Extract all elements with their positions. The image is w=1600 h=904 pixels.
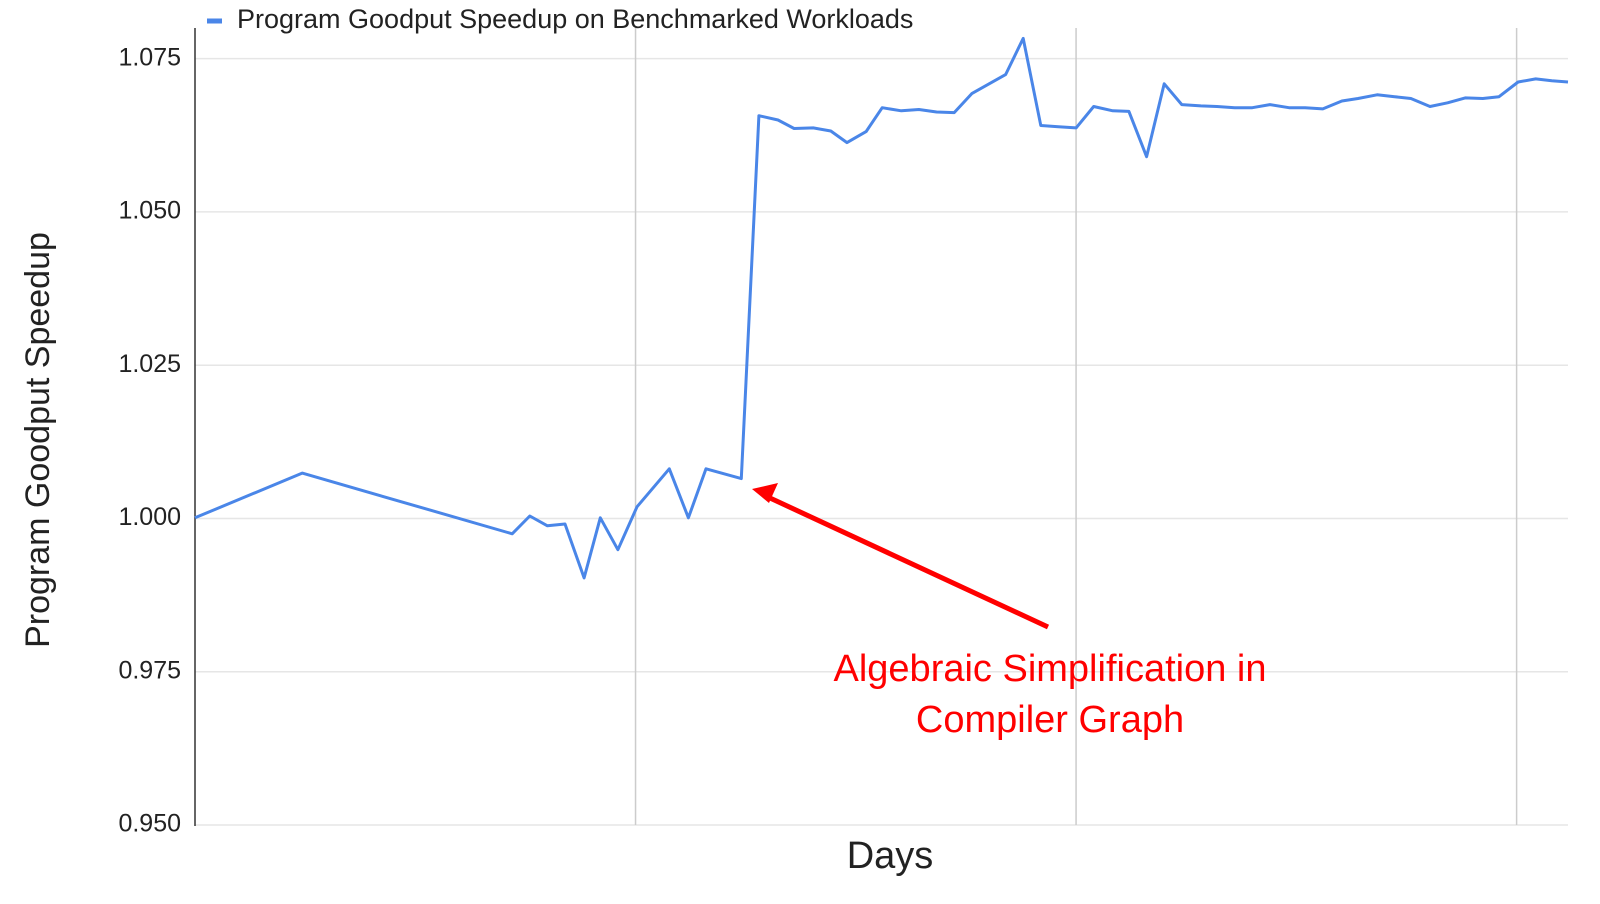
- y-tick-label: 1.025: [118, 350, 181, 378]
- x-axis-title: Days: [847, 835, 934, 877]
- y-tick-label: 1.050: [118, 197, 181, 225]
- data-line: [194, 36, 1569, 580]
- y-axis-title: Program Goodput Speedup: [19, 232, 57, 648]
- y-tick-label: 0.950: [118, 810, 181, 838]
- y-tick-label: 1.000: [118, 503, 181, 531]
- annotation-text: Algebraic Simplification in: [834, 648, 1267, 690]
- y-tick-label: 1.075: [118, 43, 181, 71]
- annotation-arrow: [768, 495, 1050, 630]
- legend-label: Program Goodput Speedup on Benchmarked W…: [237, 4, 913, 34]
- y-tick-label: 0.975: [118, 656, 181, 684]
- grid: [195, 28, 1568, 826]
- annotation-text: Compiler Graph: [916, 699, 1184, 741]
- annotation-arrowhead: [752, 483, 778, 503]
